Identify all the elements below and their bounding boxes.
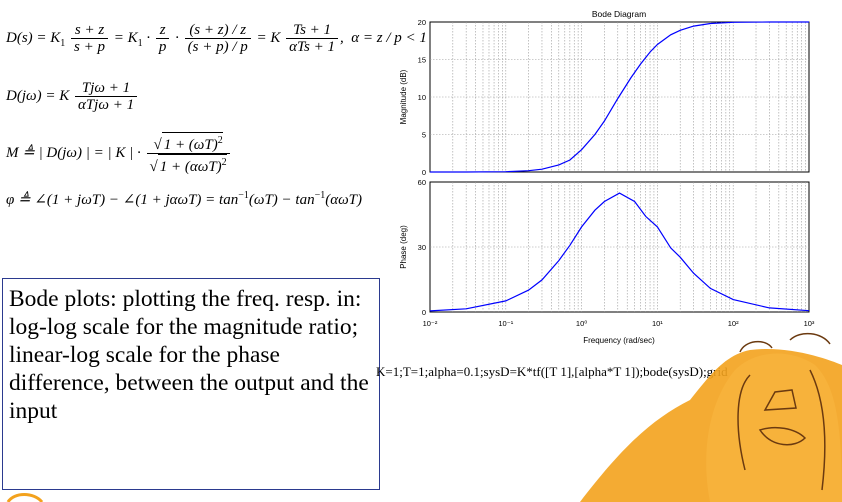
y-tick-label: 0 (422, 168, 426, 177)
y-tick-label: 20 (418, 18, 426, 27)
y-tick-label: 30 (418, 243, 426, 252)
magnitude-grid (430, 22, 809, 172)
x-tick-label: 10⁰ (576, 319, 587, 328)
frequency-x-axis-label: Frequency (rad/sec) (583, 336, 655, 345)
phase-series-line (429, 192, 810, 312)
magnitude-y-axis-label: Magnitude (dB) (399, 69, 408, 124)
bode-diagram: Bode Diagram 0 5 10 15 20 Magnitude (dB) 0 30… (399, 9, 815, 345)
y-tick-label: 15 (418, 56, 426, 65)
cartoon-mascot-drawing (580, 332, 842, 502)
x-tick-label: 10⁻² (423, 319, 438, 328)
x-tick-label: 10² (728, 319, 739, 328)
x-tick-label: 10⁻¹ (498, 319, 513, 328)
equation-magnitude: M ≜ | D(jω) | = | K | · √ 1 + (ωT)2 √ 1 + (… (6, 132, 232, 175)
magnitude-y-ticks: 0 5 10 15 20 (418, 18, 426, 177)
bode-plot-description-text: Bode plots: plotting the freq. resp. in:… (9, 286, 369, 424)
chart-title: Bode Diagram (592, 9, 646, 19)
y-tick-label: 10 (418, 93, 426, 102)
y-tick-label: 5 (422, 131, 426, 140)
magnitude-series-line (430, 21, 809, 173)
matlab-command-text: K=1;T=1;alpha=0.1;sysD=K*tf([T 1],[alpha… (376, 364, 728, 379)
cartoon-corner-drawing (6, 493, 44, 502)
y-tick-label: 0 (422, 308, 426, 317)
y-tick-label: 60 (418, 178, 426, 187)
phase-grid (430, 182, 809, 312)
x-tick-label: 10¹ (652, 319, 663, 328)
frequency-x-ticks: 10⁻² 10⁻¹ 10⁰ 10¹ 10² 10³ (423, 319, 815, 328)
bode-plot-description-box: Bode plots: plotting the freq. resp. in:… (2, 278, 380, 490)
phase-y-ticks: 0 30 60 (418, 178, 426, 317)
phase-y-axis-label: Phase (deg) (399, 225, 408, 269)
x-tick-label: 10³ (804, 319, 815, 328)
equation-phase: φ ≜ ∠(1 + jωT) − ∠(1 + jαωT) = tan−1(ωT)… (6, 190, 363, 208)
equation-frequency-response: D(jω) = K Tjω + 1 αTjω + 1 (6, 80, 139, 113)
